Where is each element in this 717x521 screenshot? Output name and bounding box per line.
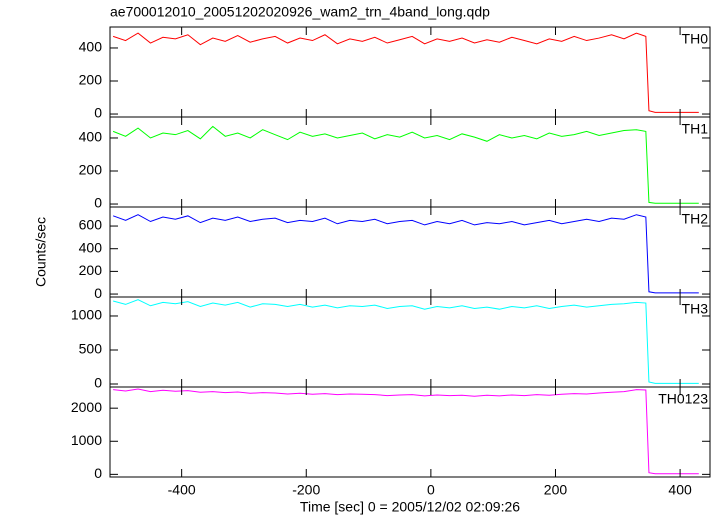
y-tick-label: 0 (94, 375, 102, 391)
chart-title: ae700012010_20051202020926_wam2_trn_4ban… (110, 4, 490, 20)
x-tick-label: 0 (427, 482, 435, 498)
panel-frame (109, 116, 711, 208)
y-tick-label: 400 (79, 129, 103, 145)
x-axis-label: Time [sec] 0 = 2005/12/02 02:09:26 (300, 499, 520, 515)
y-tick-label: 1000 (71, 432, 102, 448)
panel-label: TH0 (682, 31, 709, 47)
y-tick-label: 200 (79, 162, 103, 178)
panel-label: TH3 (682, 301, 709, 317)
y-tick-label: 400 (79, 239, 103, 255)
x-tick-label: 200 (544, 482, 568, 498)
panel-frame (109, 296, 711, 388)
y-tick-label: 1000 (71, 307, 102, 323)
y-tick-label: 500 (79, 341, 103, 357)
series-line (113, 388, 699, 475)
x-tick-label: 400 (668, 482, 692, 498)
panel-label: TH2 (682, 211, 709, 227)
y-tick-label: 0 (94, 195, 102, 211)
y-tick-label: 0 (94, 285, 102, 301)
y-tick-label: 400 (79, 39, 103, 55)
y-tick-label: 600 (79, 217, 103, 233)
series-line (112, 32, 699, 113)
panel-label: TH1 (682, 121, 709, 137)
y-tick-label: 0 (94, 105, 102, 121)
x-tick-label: -400 (168, 482, 196, 498)
y-tick-label: 200 (79, 72, 103, 88)
y-axis-label: Counts/sec (33, 217, 49, 287)
series-line (112, 125, 699, 204)
panel-frame (109, 386, 711, 478)
y-tick-label: 200 (79, 262, 103, 278)
panel-frame (109, 26, 711, 118)
panel-label: TH0123 (658, 391, 708, 407)
x-tick-label: -200 (292, 482, 320, 498)
series-line (112, 299, 699, 384)
y-tick-label: 2000 (71, 399, 102, 415)
y-tick-label: 0 (94, 465, 102, 481)
series-line (112, 214, 699, 294)
